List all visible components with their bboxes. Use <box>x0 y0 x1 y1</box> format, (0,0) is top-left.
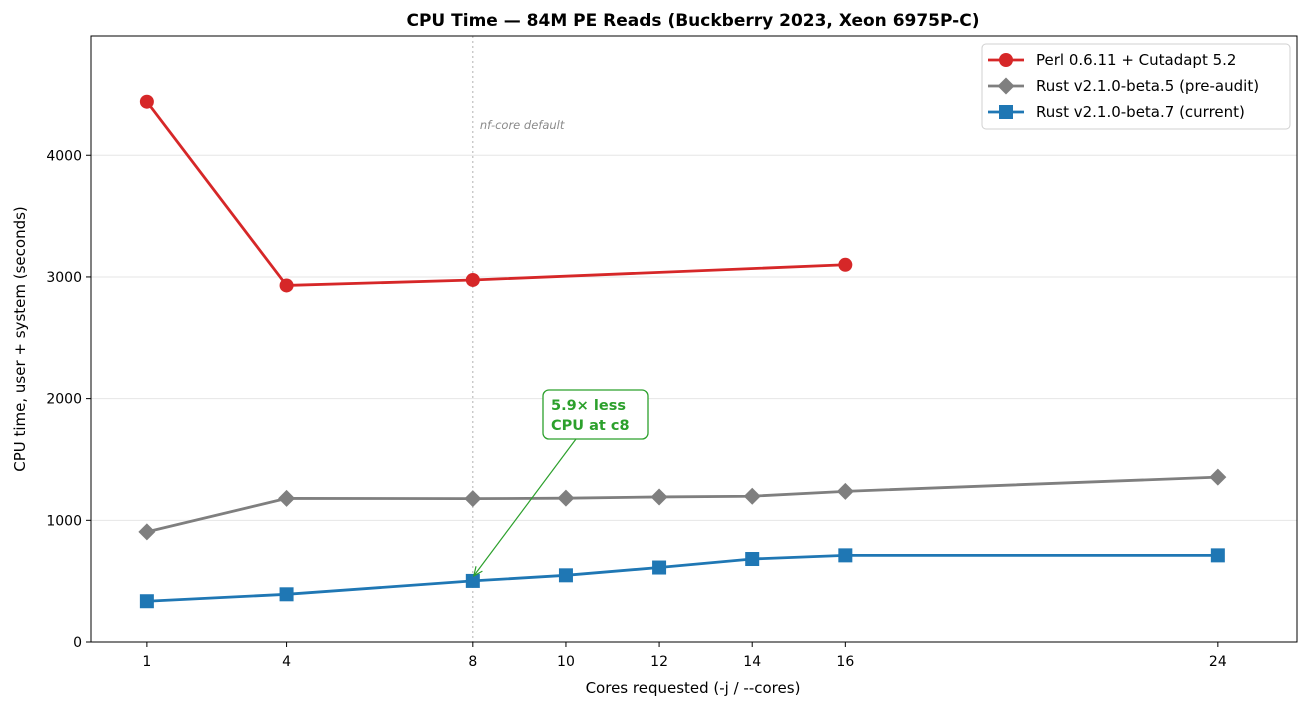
annotation-text: CPU at c8 <box>551 418 630 434</box>
x-tick-label: 1 <box>142 654 151 670</box>
x-tick-label: 4 <box>282 654 291 670</box>
x-tick-label: 12 <box>650 654 668 670</box>
y-tick-label: 3000 <box>46 270 82 286</box>
legend-item-2: Rust v2.1.0-beta.7 (current) <box>988 103 1245 121</box>
data-point-diamond <box>836 482 854 500</box>
annotation-text: 5.9× less <box>551 398 626 414</box>
x-tick-label: 16 <box>836 654 854 670</box>
data-point-circle <box>465 272 480 287</box>
legend-box <box>981 43 1291 130</box>
legend: Perl 0.6.11 + Cutadapt 5.2 Rust v2.1.0-be… <box>981 43 1291 130</box>
nf-core-default-marker: nf-core default <box>472 36 565 642</box>
data-point-square <box>279 587 294 602</box>
data-point-diamond <box>650 488 668 506</box>
vertical-marker-label: nf-core default <box>480 118 565 132</box>
data-point-square <box>652 560 667 575</box>
chart-title: CPU Time — 84M PE Reads (Buckberry 2023,… <box>407 11 980 31</box>
data-point-circle <box>838 257 853 272</box>
legend-label: Perl 0.6.11 + Cutadapt 5.2 <box>1036 51 1236 69</box>
data-point-circle <box>139 94 154 109</box>
data-point-diamond <box>278 489 296 507</box>
data-point-diamond <box>464 490 482 508</box>
data-point-circle <box>279 278 294 293</box>
annotation-box <box>542 389 649 440</box>
data-point-square <box>838 548 853 563</box>
legend-marker-circle <box>999 53 1013 67</box>
legend-marker-diamond <box>997 77 1015 95</box>
series-line <box>145 475 1220 534</box>
data-point-diamond <box>1209 468 1227 486</box>
y-axis-label: CPU time, user + system (seconds) <box>11 206 29 472</box>
data-point-square <box>745 552 760 567</box>
y-tick-label: 0 <box>73 635 82 651</box>
legend-item-0: Perl 0.6.11 + Cutadapt 5.2 <box>988 51 1236 69</box>
gridlines <box>91 154 1297 521</box>
y-tick-label: 2000 <box>46 392 82 408</box>
plot-frame <box>90 35 1298 643</box>
data-point-diamond <box>138 523 156 541</box>
annotation-arrowhead <box>472 566 483 578</box>
data-point-diamond <box>743 487 761 505</box>
series-1 <box>138 468 1227 541</box>
series-line <box>145 100 847 287</box>
legend-item-1: Rust v2.1.0-beta.5 (pre-audit) <box>988 77 1259 95</box>
y-tick-label: 4000 <box>46 148 82 164</box>
legend-label: Rust v2.1.0-beta.7 (current) <box>1036 103 1245 121</box>
data-point-square <box>465 573 480 588</box>
series-0 <box>139 94 853 293</box>
data-point-square <box>558 568 573 583</box>
data-point-diamond <box>557 489 575 507</box>
series-2 <box>139 548 1225 609</box>
series-line <box>145 553 1220 603</box>
legend-marker-square <box>999 105 1013 119</box>
y-tick-label: 1000 <box>46 513 82 529</box>
x-tick-label: 14 <box>743 654 761 670</box>
legend-label: Rust v2.1.0-beta.5 (pre-audit) <box>1036 77 1259 95</box>
data-point-square <box>1210 548 1225 563</box>
annotation: 5.9× less CPU at c8 <box>472 389 649 578</box>
series-plot-area <box>138 94 1227 609</box>
x-tick-label: 10 <box>557 654 575 670</box>
x-tick-label: 24 <box>1209 654 1227 670</box>
x-tick-label: 8 <box>468 654 477 670</box>
data-point-square <box>139 594 154 609</box>
x-axis-label: Cores requested (-j / --cores) <box>586 679 801 697</box>
annotation-arrow <box>473 438 577 577</box>
